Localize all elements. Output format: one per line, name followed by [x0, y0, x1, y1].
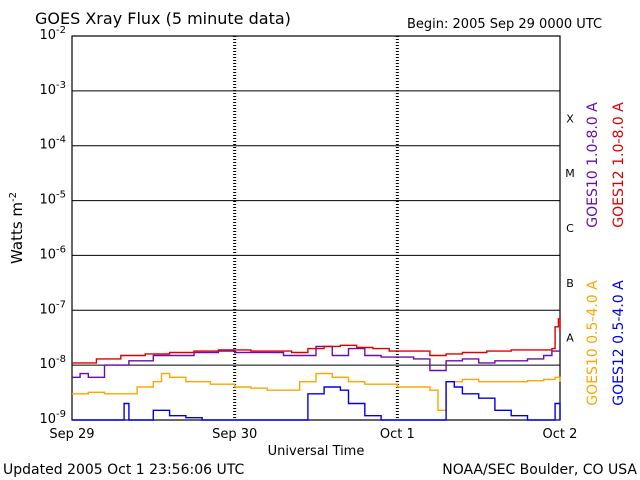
y-tick-base: 10 — [39, 83, 56, 98]
series-layer — [72, 318, 561, 421]
series-line — [72, 345, 561, 378]
x-tick-label: Oct 1 — [380, 427, 415, 442]
y-tick-exponent: -2 — [56, 25, 66, 36]
y-tick-exponent: -5 — [56, 190, 66, 201]
series-line — [72, 372, 561, 411]
legend-item: GOES10 1.0-8.0 A — [585, 102, 601, 228]
y-tick-exponent: -6 — [56, 244, 66, 255]
y-axis-label-exponent: -2 — [8, 192, 19, 202]
x-ticks: Sep 29 Sep 30 Oct 1 Oct 2 — [49, 427, 577, 442]
svg-text:Watts m-2: Watts m-2 — [8, 192, 26, 264]
y-tick-exponent: -3 — [56, 80, 66, 91]
flare-class-labels: A B C M X — [565, 112, 575, 344]
chart-begin: Begin: 2005 Sep 29 0000 UTC — [407, 17, 602, 32]
legend-item: GOES10 0.5-4.0 A — [585, 280, 601, 406]
y-tick-base: 10 — [39, 193, 56, 208]
y-tick-label: 10-3 — [39, 80, 66, 98]
chart-title: GOES Xray Flux (5 minute data) — [35, 9, 291, 28]
flare-class-label: A — [566, 332, 574, 345]
legend: GOES10 1.0-8.0 A GOES12 1.0-8.0 A GOES10 0… — [585, 102, 627, 406]
y-tick-label: 10-4 — [39, 135, 66, 153]
y-tick-base: 10 — [39, 302, 56, 317]
y-tick-label: 10-8 — [39, 354, 66, 372]
y-tick-exponent: -9 — [56, 409, 66, 420]
grid — [72, 36, 560, 420]
y-tick-base: 10 — [39, 28, 56, 43]
footer-updated: Updated 2005 Oct 1 23:56:06 UTC — [3, 462, 244, 478]
footer-credit: NOAA/SEC Boulder, CO USA — [442, 462, 637, 478]
y-tick-label: 10-6 — [39, 244, 66, 262]
series-line — [72, 318, 561, 364]
y-tick-base: 10 — [39, 247, 56, 262]
series-line — [72, 381, 561, 421]
flare-class-label: B — [566, 277, 574, 290]
legend-item: GOES12 1.0-8.0 A — [611, 102, 627, 228]
y-tick-base: 10 — [39, 357, 56, 372]
legend-item: GOES12 0.5-4.0 A — [611, 280, 627, 406]
y-tick-label: 10-5 — [39, 190, 66, 208]
flare-class-label: X — [566, 112, 574, 125]
y-tick-exponent: -4 — [56, 135, 66, 146]
flare-class-label: C — [566, 222, 574, 235]
x-tick-label: Sep 30 — [212, 427, 257, 442]
y-tick-exponent: -8 — [56, 354, 66, 365]
y-ticks: 10-910-810-710-610-510-410-310-2 — [39, 25, 66, 427]
y-tick-exponent: -7 — [56, 299, 66, 310]
y-tick-base: 10 — [39, 412, 56, 427]
x-tick-label: Sep 29 — [49, 427, 94, 442]
y-axis-label-text: Watts m — [8, 202, 26, 264]
x-axis-label: Universal Time — [268, 444, 365, 459]
flare-class-label: M — [565, 167, 575, 180]
y-tick-label: 10-9 — [39, 409, 66, 427]
x-tick-label: Oct 2 — [543, 427, 578, 442]
y-tick-label: 10-7 — [39, 299, 66, 317]
y-tick-label: 10-2 — [39, 25, 66, 43]
y-tick-base: 10 — [39, 138, 56, 153]
y-axis-label: Watts m-2 — [8, 192, 26, 264]
